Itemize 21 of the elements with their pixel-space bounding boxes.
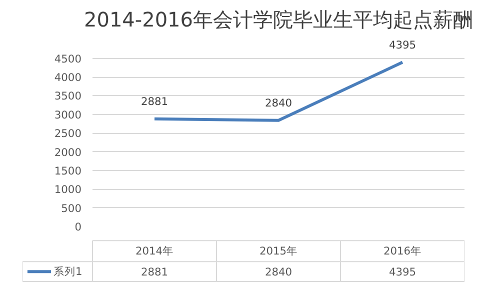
text: 4395 xyxy=(388,266,416,279)
chart-title: 2014-2016年会计学院毕业生平均起点薪酬 xyxy=(84,8,474,32)
data-label: 4395 xyxy=(388,38,416,52)
y-tick-label: 4000 xyxy=(54,71,82,84)
text: 2840 xyxy=(264,266,292,279)
y-tick-label: 0 xyxy=(74,220,82,234)
x-tick-label: 2015年 xyxy=(259,244,298,258)
y-tick-label: 1000 xyxy=(54,183,82,196)
data-label: 2881 xyxy=(140,94,168,108)
y-tick-label: 3500 xyxy=(54,90,82,103)
data-label: 2840 xyxy=(264,96,292,110)
y-tick-label: 1500 xyxy=(54,164,82,178)
y-tick-label: 2000 xyxy=(54,146,82,159)
y-tick-label: 500 xyxy=(61,202,82,215)
y-tick-label: 2500 xyxy=(54,127,82,140)
x-tick-label: 2014年 xyxy=(135,244,174,258)
legend-label: 系列1 xyxy=(54,265,82,278)
y-tick-label: 3000 xyxy=(54,108,82,122)
x-tick-label: 2016年 xyxy=(383,244,422,258)
text: 2881 xyxy=(140,266,168,279)
y-tick-label: 4500 xyxy=(54,52,82,66)
